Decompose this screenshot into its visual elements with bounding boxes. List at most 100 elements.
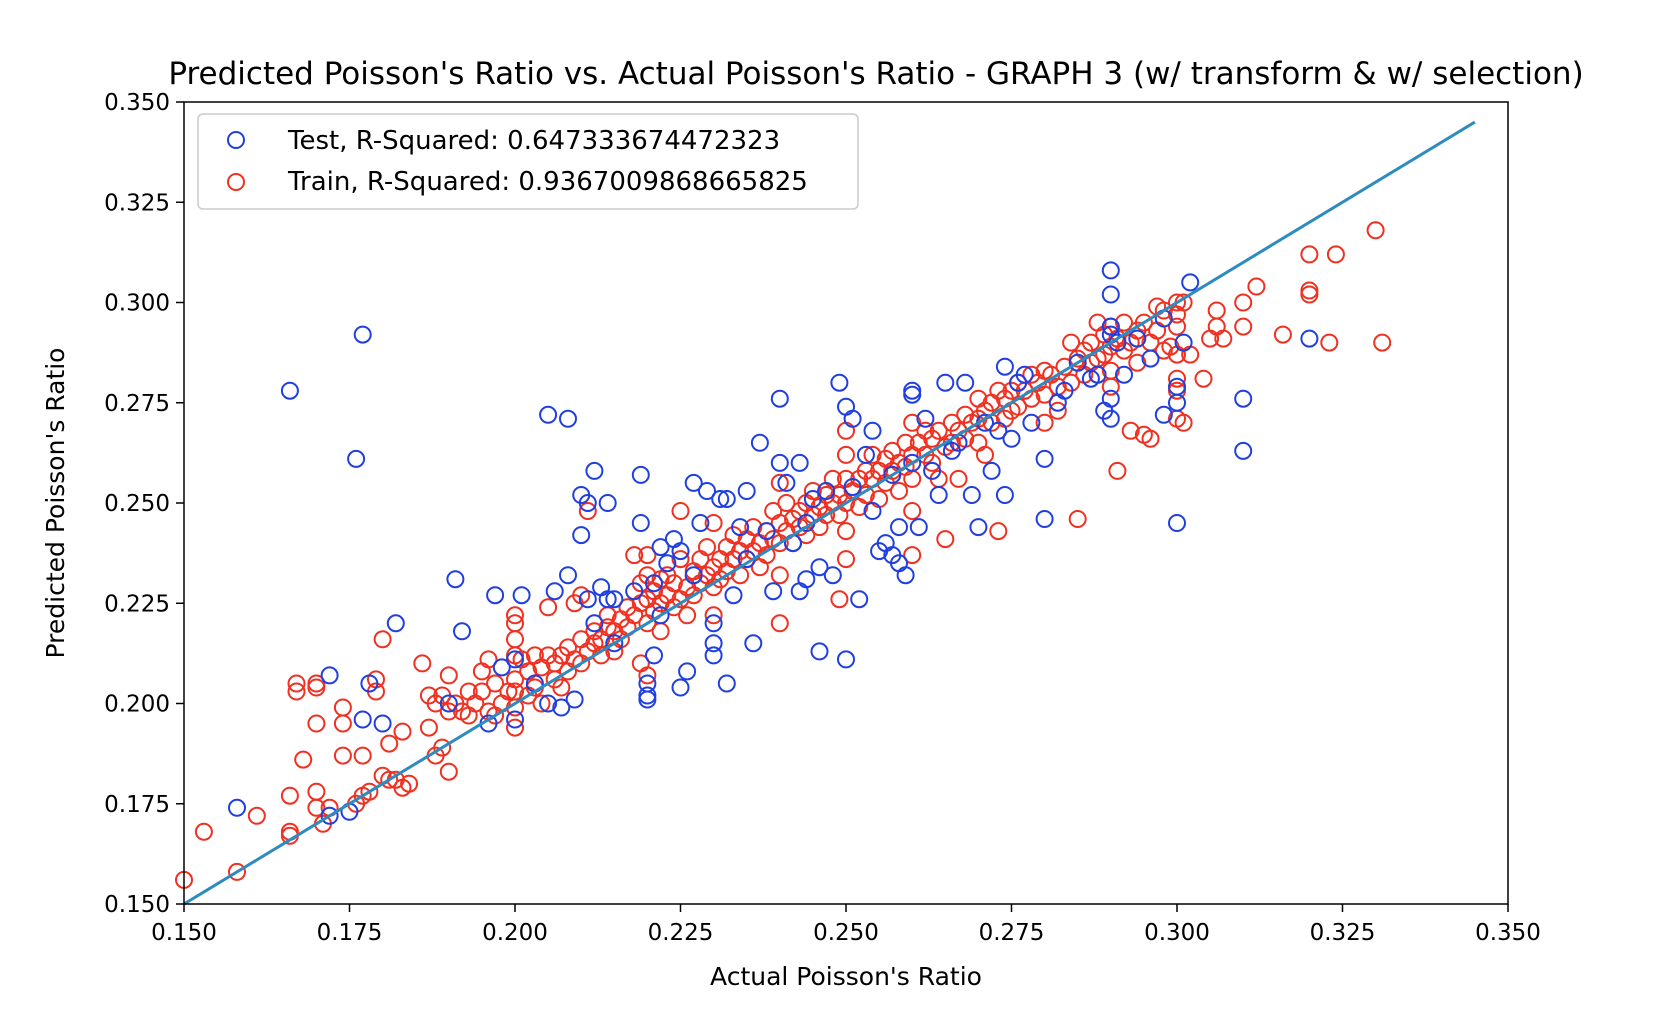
data-point (512, 586, 531, 605)
data-point (1141, 349, 1160, 368)
data-point (671, 502, 690, 520)
data-point (638, 666, 657, 685)
data-point (837, 650, 855, 669)
data-point (506, 718, 524, 737)
data-point (1234, 317, 1253, 336)
data-point (439, 694, 458, 713)
data-point (916, 409, 935, 428)
legend-label-test: Test, R-Squared: 0.647333674472323 (287, 126, 780, 156)
data-point (982, 461, 1001, 480)
data-point (1055, 381, 1074, 400)
data-point (843, 478, 862, 496)
data-point (320, 806, 339, 825)
data-point (1128, 353, 1147, 372)
data-point (1081, 333, 1100, 352)
data-point (995, 486, 1014, 504)
data-point (333, 714, 352, 733)
data-point (962, 486, 981, 504)
y-tick-label: 0.325 (104, 190, 170, 216)
data-point (1194, 369, 1213, 388)
data-point (605, 590, 624, 609)
data-point (1035, 413, 1054, 432)
data-point (1181, 273, 1200, 292)
x-tick-label: 0.325 (1310, 920, 1376, 946)
data-point (545, 582, 564, 601)
data-point (1154, 301, 1173, 320)
data-point (956, 373, 975, 392)
data-point (678, 662, 697, 681)
data-point (506, 710, 524, 729)
data-point (909, 518, 928, 537)
x-tick-label: 0.225 (648, 920, 714, 946)
data-point (1141, 429, 1160, 448)
data-point (353, 325, 372, 344)
data-point (1234, 389, 1253, 408)
data-point (539, 694, 558, 713)
data-point (1101, 377, 1120, 396)
legend-marker-train (227, 173, 245, 191)
data-point (890, 482, 908, 500)
data-point (1101, 261, 1120, 280)
data-point (976, 445, 994, 464)
data-point (1168, 514, 1186, 532)
data-point (1048, 401, 1067, 420)
data-point (585, 461, 604, 480)
data-point (903, 413, 922, 432)
data-point (625, 582, 644, 601)
legend: Test, R-Squared: 0.647333674472323 Train… (197, 113, 859, 210)
data-point (989, 522, 1008, 541)
y-tick-label: 0.300 (104, 291, 170, 317)
data-point (1366, 221, 1385, 240)
data-point (717, 674, 736, 693)
data-point (698, 538, 716, 557)
data-point (856, 445, 875, 464)
data-point (247, 806, 266, 825)
data-point (1234, 293, 1253, 312)
data-point (1062, 333, 1081, 352)
data-point (1035, 510, 1054, 528)
data-point (704, 646, 723, 665)
data-point (194, 822, 213, 841)
data-point (1154, 405, 1173, 424)
data-point (1101, 389, 1120, 408)
data-point (1128, 329, 1147, 348)
data-point (1168, 317, 1186, 336)
data-point (850, 590, 869, 609)
data-point (704, 606, 723, 625)
data-point (1035, 385, 1054, 404)
series-train (175, 221, 1392, 889)
data-point (863, 445, 882, 464)
data-point (1168, 377, 1186, 396)
data-point (843, 409, 862, 428)
data-point (572, 526, 591, 545)
data-point (837, 550, 855, 569)
x-tick-label: 0.150 (151, 920, 217, 946)
data-point (777, 473, 796, 492)
data-point (578, 590, 597, 609)
data-point (817, 482, 836, 500)
data-point (797, 570, 816, 589)
data-point (883, 465, 902, 484)
data-point (506, 650, 524, 669)
data-point (598, 494, 617, 512)
data-point (645, 574, 663, 593)
data-point (631, 514, 650, 532)
data-point (903, 381, 922, 400)
data-point (704, 514, 723, 532)
data-point (777, 494, 796, 512)
data-point (552, 678, 571, 697)
data-point (1134, 313, 1153, 332)
data-point (651, 606, 670, 625)
reference-line (183, 120, 1476, 906)
data-point (1214, 329, 1233, 348)
data-point (684, 473, 703, 492)
data-point (770, 614, 789, 633)
data-point (1300, 245, 1319, 264)
data-point (764, 582, 783, 601)
data-point (731, 518, 750, 537)
data-point (1068, 353, 1087, 372)
data-point (810, 558, 829, 577)
data-point (863, 421, 882, 440)
data-point (1022, 413, 1041, 432)
